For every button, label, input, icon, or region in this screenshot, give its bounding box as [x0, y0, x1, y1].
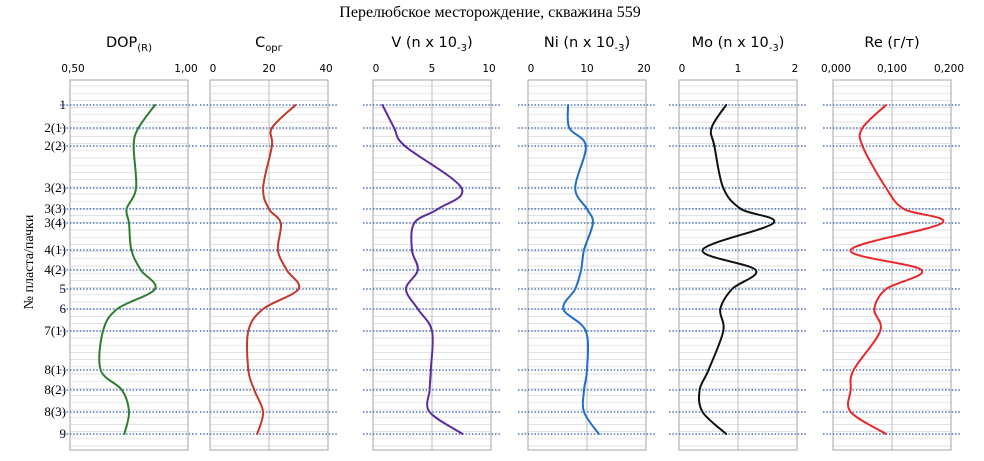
layer-label: 8(2) [44, 382, 66, 397]
tick-label: 0 [679, 63, 686, 75]
y-axis-label: № пласта/пачки [22, 214, 37, 309]
series-line [98, 104, 157, 435]
chart-title: Перелюбское месторождение, скважина 559 [339, 4, 640, 21]
layer-label: 3(2) [44, 180, 66, 195]
layer-label: 8(3) [44, 404, 66, 419]
log-panel: 0 20 40 Cорг [200, 35, 338, 451]
panel-header: V (n x 10-3) [391, 35, 472, 54]
layer-label: 5 [60, 281, 67, 296]
tick-label: 1,00 [174, 63, 197, 75]
tick-label: 1 [735, 63, 742, 75]
layer-label: 1 [60, 97, 67, 112]
tick-label: 0,200 [934, 63, 964, 75]
layer-label: 6 [60, 301, 67, 316]
panel-frame [832, 79, 952, 451]
tick-label: 0 [373, 63, 380, 75]
series-line [381, 104, 464, 435]
panel-header: Re (г/т) [864, 35, 919, 51]
layer-labels: 1 2(1) 2(2) 3(2) 3(3)3(4) 4(1) 4(2) 5 6 7(1) 8(1) 8… [44, 97, 66, 441]
tick-label: 20 [637, 63, 650, 75]
panel-header: Mo (n x 10-3) [692, 35, 785, 54]
log-panel: 0 5 10 V (n x 10-3) [363, 35, 501, 451]
tick-label: 5 [429, 63, 436, 75]
layer-label: 3(4) [44, 215, 66, 230]
layer-label: 4(1) [44, 242, 66, 257]
layer-label: 8(1) [44, 362, 66, 377]
tick-label: 0,50 [61, 63, 84, 75]
panel-frame [209, 79, 329, 451]
series-line [697, 104, 776, 435]
panel-frame [527, 79, 647, 451]
layer-label: 9 [60, 426, 67, 441]
tick-label: 0 [210, 63, 217, 75]
tick-label: 10 [482, 63, 495, 75]
layer-label: 3(3) [44, 201, 66, 216]
panel-frame [678, 79, 798, 451]
tick-label: 2 [792, 63, 799, 75]
layer-label: 7(1) [44, 323, 66, 338]
tick-label: 0,100 [877, 63, 907, 75]
panel-frame [372, 79, 492, 451]
layer-label: 2(2) [44, 138, 66, 153]
series-line [846, 104, 945, 435]
layer-label: 4(2) [44, 262, 66, 277]
panel-frame [69, 79, 189, 451]
panel-header: Cорг [255, 35, 283, 54]
series-line [562, 104, 600, 435]
series-line [246, 104, 301, 435]
panel-header: DOP(R) [106, 35, 152, 54]
tick-label: 0 [528, 63, 535, 75]
tick-label: 40 [319, 63, 332, 75]
layer-label: 2(1) [44, 120, 66, 135]
log-panel: 0,000 0,100 0,200 Re (г/т) [821, 35, 964, 451]
tick-label: 10 [580, 63, 593, 75]
log-panel: 0,50 1,00 DOP(R) [60, 35, 198, 451]
tick-label: 0,000 [821, 63, 851, 75]
log-panel: 0 10 20 Ni (n x 10-3) [518, 35, 656, 451]
tick-label: 20 [262, 63, 275, 75]
log-panel: 0 1 2 Mo (n x 10-3) [669, 35, 807, 451]
panel-header: Ni (n x 10-3) [544, 35, 630, 54]
